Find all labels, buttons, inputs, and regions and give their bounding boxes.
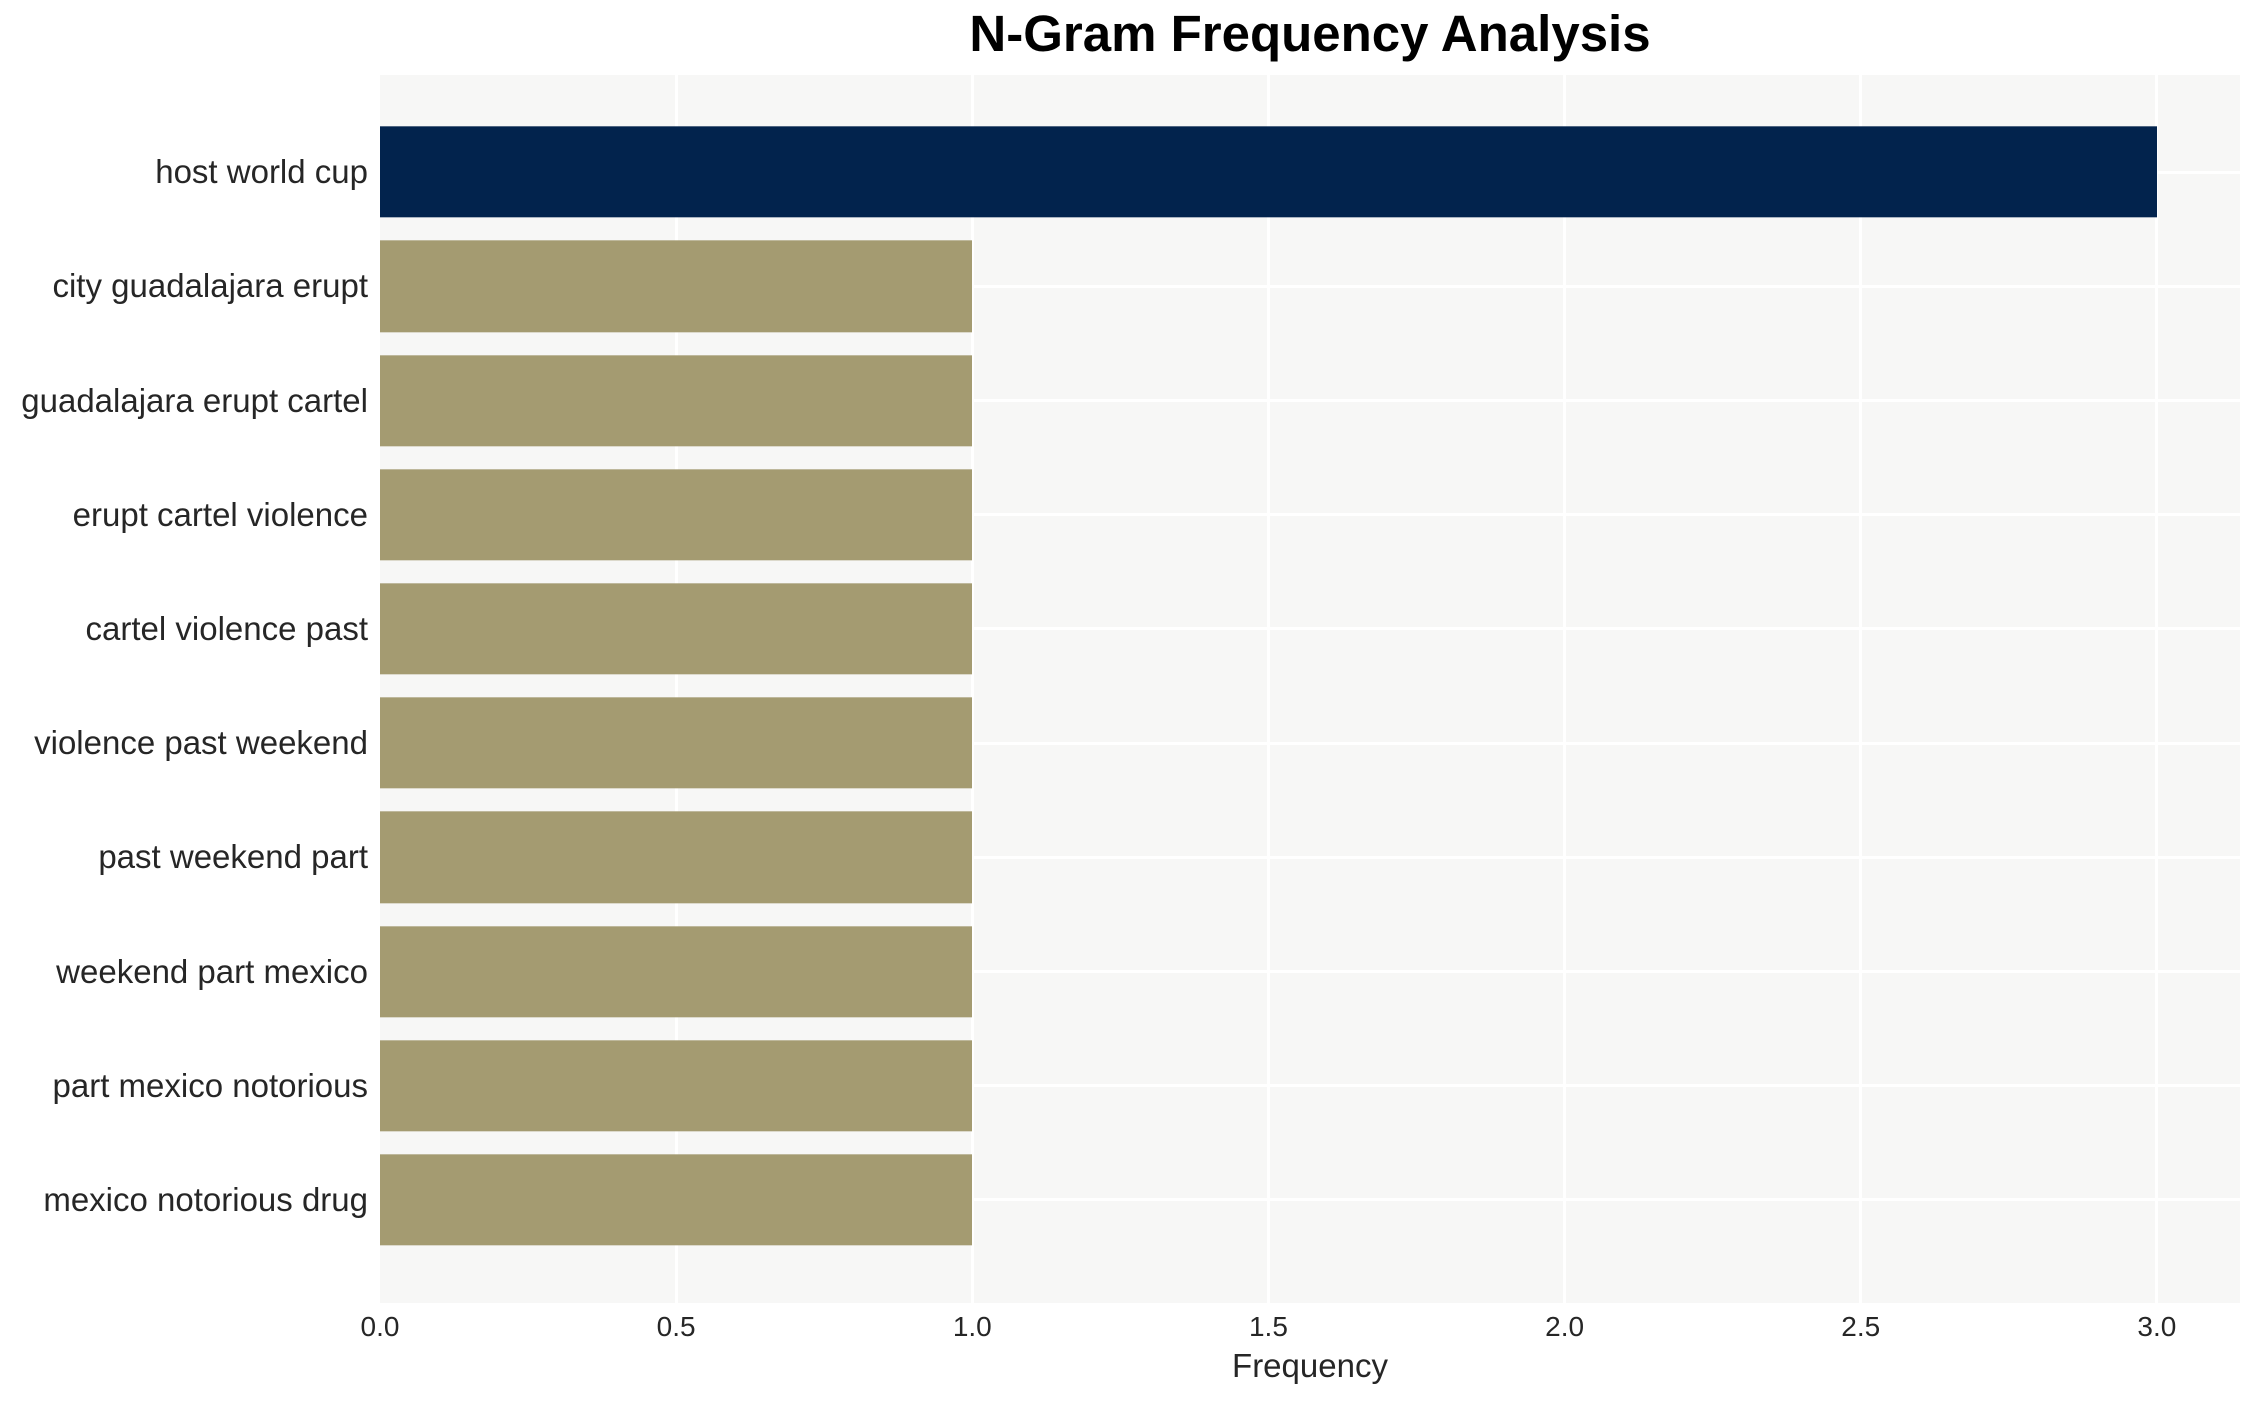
horizontal-gridline — [380, 1084, 2240, 1088]
frequency-bar — [380, 469, 973, 561]
x-axis-tick-label: 1.5 — [1248, 1311, 1288, 1342]
bar-row: mexico notorious drug — [0, 1143, 2240, 1257]
bar-track — [380, 686, 2240, 800]
vertical-gridline — [1563, 75, 1567, 1303]
bar-row: past weekend part — [0, 800, 2240, 914]
vertical-gridline — [970, 75, 974, 1303]
category-label: mexico notorious drug — [43, 1180, 368, 1218]
horizontal-gridline — [380, 399, 2240, 402]
category-label: cartel violence past — [85, 609, 368, 647]
category-label: weekend part mexico — [56, 952, 368, 990]
bar-track — [380, 229, 2240, 343]
bar-track — [380, 343, 2240, 457]
bar-row: weekend part mexico — [0, 914, 2240, 1028]
vertical-gridline — [1266, 75, 1270, 1303]
horizontal-gridline — [380, 513, 2240, 517]
frequency-bar — [380, 811, 973, 903]
bar-row: guadalajara erupt cartel — [0, 343, 2240, 457]
x-axis-tick-label: 0.5 — [656, 1311, 696, 1342]
category-label: city guadalajara erupt — [52, 267, 368, 305]
bar-row: host world cup — [0, 115, 2240, 229]
bar-track — [380, 800, 2240, 914]
bar-track — [380, 914, 2240, 1028]
horizontal-gridline — [380, 1198, 2240, 1202]
vertical-gridline — [2155, 75, 2159, 1303]
vertical-gridline — [674, 75, 678, 1303]
x-axis-tick-label: 1.0 — [952, 1311, 992, 1342]
bar-track — [380, 458, 2240, 572]
category-label: erupt cartel violence — [72, 495, 368, 533]
bar-track — [380, 1029, 2240, 1143]
vertical-gridline — [1859, 75, 1863, 1303]
frequency-bar — [380, 126, 2157, 218]
bar-rows-container: host world cup city guadalajara erupt guad… — [0, 75, 2240, 1303]
horizontal-gridline — [380, 284, 2240, 288]
category-label: past weekend part — [98, 838, 368, 876]
x-axis-tick-label: 0.0 — [360, 1311, 400, 1342]
x-axis-label: Frequency — [1232, 1347, 1388, 1384]
x-axis-ticks: 0.0 0.5 1.0 1.5 2.0 2.5 3.0 — [361, 1311, 2240, 1347]
bar-row: violence past weekend — [0, 686, 2240, 800]
x-axis-tick-label: 3.0 — [2137, 1311, 2177, 1342]
bar-track — [380, 1143, 2240, 1257]
bar-row: erupt cartel violence — [0, 458, 2240, 572]
frequency-bar — [380, 354, 973, 447]
horizontal-gridline — [380, 855, 2240, 859]
horizontal-gridline — [380, 970, 2240, 974]
frequency-bar — [380, 1040, 973, 1132]
frequency-bar — [380, 583, 973, 675]
bar-row: part mexico notorious — [0, 1029, 2240, 1143]
bar-row: cartel violence past — [0, 572, 2240, 686]
bar-row: city guadalajara erupt — [0, 229, 2240, 343]
frequency-bar — [380, 1154, 973, 1246]
category-label: part mexico notorious — [52, 1066, 368, 1104]
horizontal-gridline — [380, 627, 2240, 631]
category-label: host world cup — [155, 153, 368, 191]
chart-title: N-Gram Frequency Analysis — [969, 5, 1651, 62]
frequency-bar — [380, 925, 973, 1018]
frequency-bar — [380, 697, 973, 789]
x-axis-tick-label: 2.0 — [1545, 1311, 1585, 1342]
horizontal-gridline — [380, 741, 2240, 745]
bar-track — [380, 115, 2240, 229]
category-label: violence past weekend — [34, 724, 368, 762]
bar-track — [380, 572, 2240, 686]
category-label: guadalajara erupt cartel — [21, 381, 368, 419]
x-axis-tick-label: 2.5 — [1841, 1311, 1881, 1342]
frequency-bar — [380, 240, 973, 332]
